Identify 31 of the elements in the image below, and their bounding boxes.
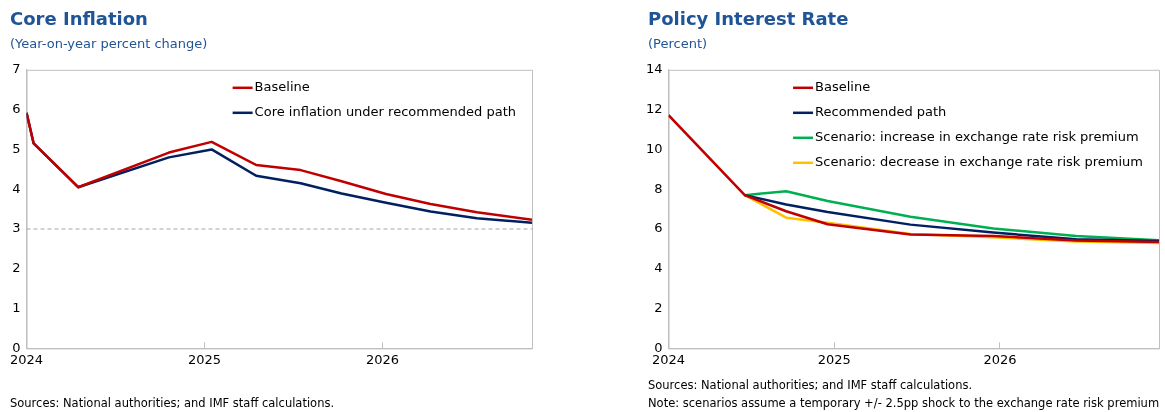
legend-label: Core inflation under recommended path (254, 104, 517, 120)
y-tick-label: 1 (12, 299, 21, 315)
text: Note: scenarios assume a temporary +/- 2.5pp shock to the exchange rate risk premium (648, 395, 1160, 412)
y-tick-label: 3 (12, 220, 21, 236)
y-tick-label: 2 (12, 260, 21, 276)
legend-label: Baseline (254, 79, 310, 95)
legend-label: Scenario: increase in exchange rate risk premium (815, 129, 1139, 145)
chart-subtitle: (Year-on-year percent change) (10, 36, 208, 51)
chart-title: Core Inflation (10, 8, 148, 29)
x-tick-label: 2025 (187, 351, 222, 367)
y-tick-label: 7 (12, 61, 21, 77)
y-tick-label: 4 (654, 260, 663, 276)
source-note: Sources: National authorities; and IMF staff calculations. (648, 377, 974, 394)
y-tick-label: 8 (654, 180, 663, 196)
legend-label: Scenario: decrease in exchange rate risk premium (815, 154, 1144, 170)
source-note: Sources: National authorities; and IMF staff calculations. (10, 395, 335, 412)
y-tick-label: 2 (654, 299, 663, 315)
y-tick-label: 6 (654, 220, 663, 236)
x-tick-label: 2026 (983, 351, 1017, 367)
y-tick-label: 14 (646, 61, 663, 77)
y-tick-label: 10 (646, 140, 663, 156)
x-tick-label: 2026 (365, 351, 400, 367)
chart-subtitle: (Percent) (648, 36, 708, 51)
chart-title: Policy Interest Rate (648, 8, 849, 29)
legend-label: Recommended path (815, 104, 947, 120)
y-tick-label: 6 (12, 100, 21, 116)
y-tick-label: 5 (12, 140, 21, 156)
legend-label: Baseline (815, 79, 871, 95)
x-tick-label: 2025 (817, 351, 851, 367)
y-tick-label: 12 (646, 100, 663, 116)
y-tick-label: 4 (12, 180, 21, 196)
